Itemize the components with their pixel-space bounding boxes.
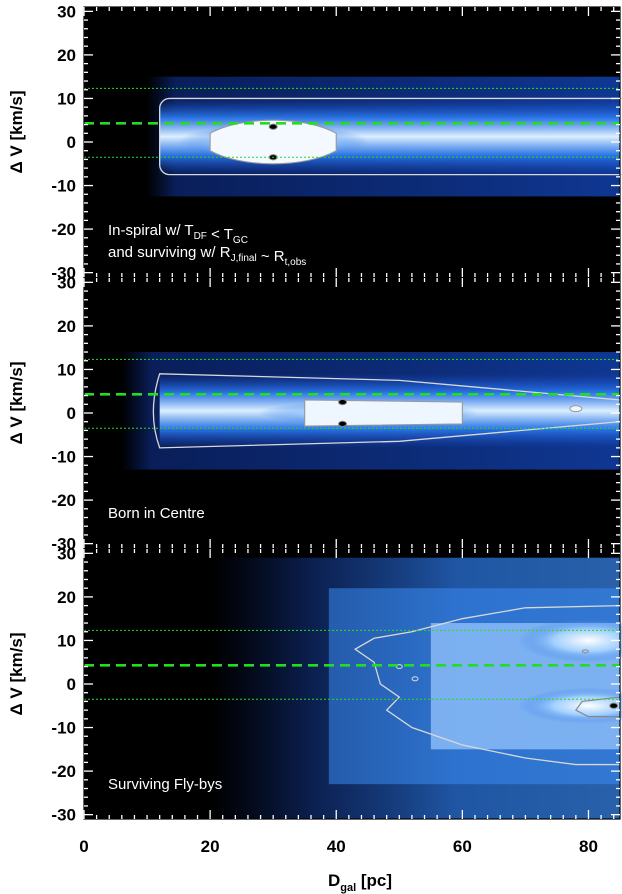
- panel-inspiral: [84, 7, 622, 277]
- y-tick-label: 0: [67, 404, 76, 423]
- density-contour-outer: [159, 97, 622, 176]
- y-tick-label: 20: [57, 588, 76, 607]
- panel-centre: [84, 278, 621, 548]
- x-tick-label: 40: [327, 837, 346, 856]
- density-peak-marker: [609, 702, 619, 709]
- y-tick-label: -10: [51, 719, 76, 738]
- panel-annotation: and surviving w/ RJ,final ~ Rt,obs: [108, 244, 306, 268]
- density-contour-inner: [209, 119, 337, 165]
- x-tick-label: 60: [453, 837, 472, 856]
- y-tick-label: 30: [57, 2, 76, 21]
- density-contour-inner: [304, 399, 463, 427]
- density-peak: [518, 618, 622, 663]
- panel-annotation: In-spiral w/ TDF < TGC: [108, 222, 248, 246]
- y-axis-label: Δ V [km/s]: [7, 632, 26, 715]
- y-tick-label: 30: [57, 273, 76, 292]
- density-contour-outer: [353, 604, 621, 766]
- y-tick-label: 10: [57, 631, 76, 650]
- y-axis-label: Δ V [km/s]: [7, 361, 26, 444]
- density-contour-island: [581, 649, 589, 654]
- y-tick-label: 20: [57, 46, 76, 65]
- y-tick-label: -10: [51, 177, 76, 196]
- y-tick-label: -20: [51, 491, 76, 510]
- density-peak-marker: [268, 123, 278, 130]
- density-peak-marker: [338, 420, 348, 427]
- y-axis-label: Δ V [km/s]: [7, 90, 26, 173]
- density-contour-inner: [574, 696, 621, 718]
- density-peak-marker: [338, 399, 348, 406]
- y-tick-label: -30: [51, 264, 76, 283]
- density-contour-island: [395, 664, 403, 670]
- x-tick-label: 80: [579, 837, 598, 856]
- density-peak: [518, 687, 622, 724]
- x-tick-label: 0: [79, 837, 88, 856]
- y-tick-label: -20: [51, 220, 76, 239]
- y-tick-label: -10: [51, 448, 76, 467]
- panel-annotation: Surviving Fly-bys: [108, 776, 222, 793]
- y-tick-label: 10: [57, 89, 76, 108]
- x-axis-label: Dgal [pc]: [328, 871, 392, 894]
- y-tick-label: 0: [67, 133, 76, 152]
- y-tick-label: -30: [51, 535, 76, 554]
- y-tick-label: 10: [57, 360, 76, 379]
- x-tick-label: 20: [201, 837, 220, 856]
- y-tick-label: 20: [57, 317, 76, 336]
- density-contour-island: [569, 405, 583, 413]
- y-tick-label: -20: [51, 762, 76, 781]
- y-tick-label: 0: [67, 675, 76, 694]
- panel-flyby: [84, 549, 622, 819]
- y-tick-label: -30: [51, 806, 76, 825]
- y-tick-label: 30: [57, 544, 76, 563]
- panel-annotation: Born in Centre: [108, 505, 205, 522]
- density-contour-island: [411, 676, 419, 682]
